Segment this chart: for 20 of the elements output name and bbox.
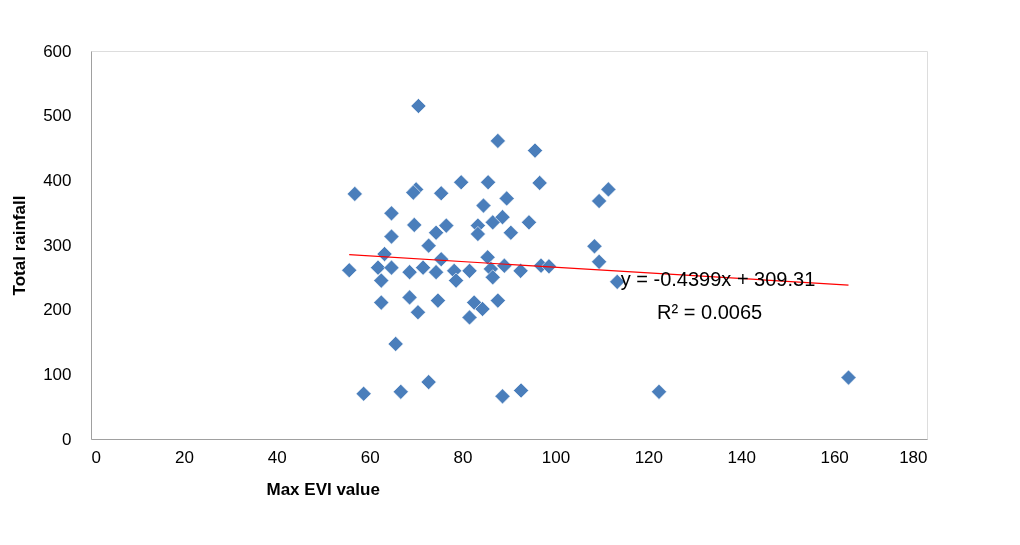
x-tick-label: 100 [541,447,571,467]
y-tick-label: 0 [62,429,72,449]
x-tick-label: 40 [267,447,287,467]
y-tick-label: 100 [43,364,72,384]
y-tick-label: 500 [43,106,72,126]
x-tick-label: 120 [634,447,664,467]
x-tick-label: 0 [91,447,101,467]
x-tick-label: 160 [820,447,849,467]
y-tick-label: 300 [43,235,72,255]
x-tick-label: 60 [360,447,380,467]
y-tick-label: 400 [43,170,72,190]
x-tick-label: 180 [899,447,928,467]
x-axis-title: Max EVI value [266,479,380,499]
annotation: R² = 0.0065 [657,300,763,323]
x-tick-label: 80 [453,447,473,467]
y-tick-label: 600 [43,41,72,61]
x-tick-label: 20 [174,447,194,467]
x-tick-label: 140 [727,447,756,467]
y-axis-title: Total rainfall [10,195,30,296]
y-tick-label: 200 [43,300,72,320]
